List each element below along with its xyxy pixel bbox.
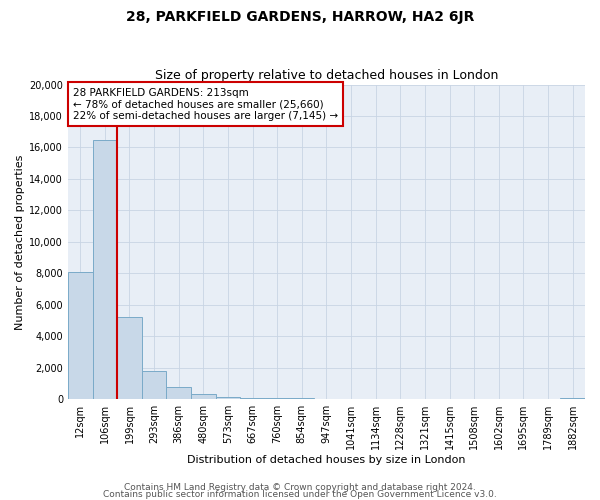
Bar bbox=[215, 396, 240, 399]
Bar bbox=[142, 371, 166, 399]
Text: 28, PARKFIELD GARDENS, HARROW, HA2 6JR: 28, PARKFIELD GARDENS, HARROW, HA2 6JR bbox=[126, 10, 474, 24]
X-axis label: Distribution of detached houses by size in London: Distribution of detached houses by size … bbox=[187, 455, 466, 465]
Bar bbox=[265, 398, 290, 399]
Bar bbox=[117, 318, 142, 399]
Bar bbox=[240, 398, 265, 399]
Bar bbox=[92, 140, 117, 399]
Bar bbox=[560, 398, 585, 399]
Bar bbox=[166, 388, 191, 399]
Title: Size of property relative to detached houses in London: Size of property relative to detached ho… bbox=[155, 69, 498, 82]
Y-axis label: Number of detached properties: Number of detached properties bbox=[15, 154, 25, 330]
Text: Contains HM Land Registry data © Crown copyright and database right 2024.: Contains HM Land Registry data © Crown c… bbox=[124, 484, 476, 492]
Bar bbox=[290, 398, 314, 399]
Text: 28 PARKFIELD GARDENS: 213sqm
← 78% of detached houses are smaller (25,660)
22% o: 28 PARKFIELD GARDENS: 213sqm ← 78% of de… bbox=[73, 88, 338, 121]
Text: Contains public sector information licensed under the Open Government Licence v3: Contains public sector information licen… bbox=[103, 490, 497, 499]
Bar bbox=[191, 394, 215, 399]
Bar bbox=[68, 272, 92, 399]
